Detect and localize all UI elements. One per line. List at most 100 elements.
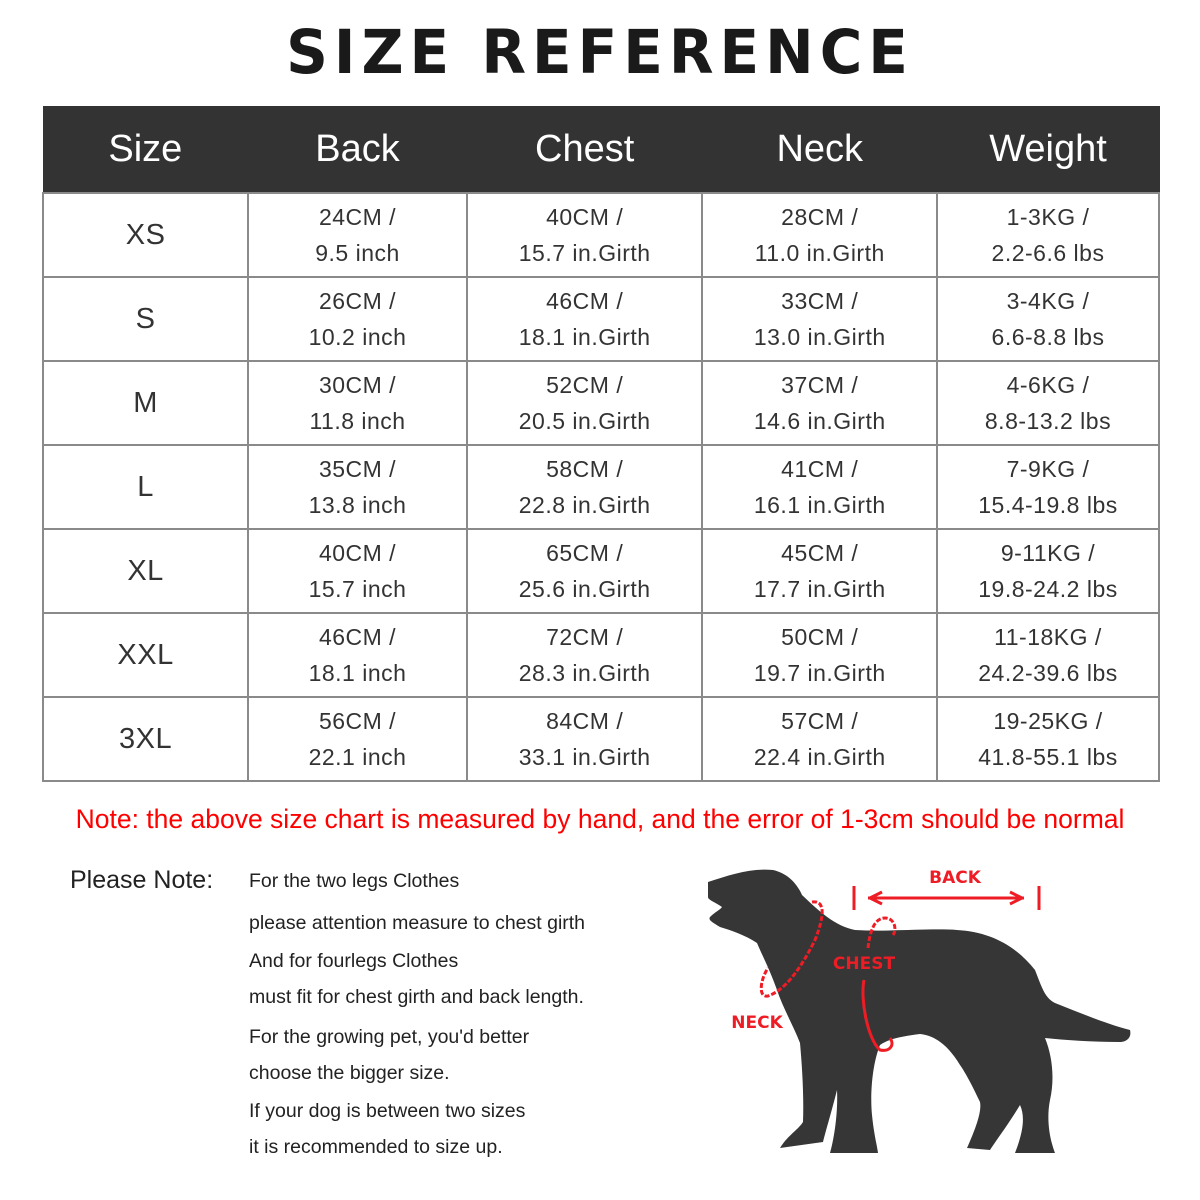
please-note-label: Please Note: [70, 866, 214, 894]
note-line: it is recommended to size up. [249, 1136, 503, 1158]
weight-cell: 19-25KG / 41.8-55.1 lbs [936, 696, 1160, 782]
neck-metric: 57CM / [781, 708, 859, 734]
neck-imperial: 11.0 in.Girth [754, 240, 885, 266]
table-row: L 35CM / 13.8 inch 58CM / 22.8 in.Girth 41CM … [41, 444, 1160, 530]
column-header-weight: Weight [937, 106, 1160, 193]
chest-cell: 72CM / 28.3 in.Girth [465, 612, 704, 698]
weight-cell: 1-3KG / 2.2-6.6 lbs [936, 192, 1160, 278]
weight-imperial: 8.8-13.2 lbs [984, 408, 1112, 434]
weight-cell: 7-9KG / 15.4-19.8 lbs [936, 444, 1160, 530]
chest-cell: 52CM / 20.5 in.Girth [465, 360, 704, 446]
table-row: 3XL 56CM / 22.1 inch 84CM / 33.1 in.Girth 57C… [41, 696, 1160, 782]
table-row: XXL 46CM / 18.1 inch 72CM / 28.3 in.Girth 50C… [41, 612, 1160, 698]
chest-cell: 40CM / 15.7 in.Girth [465, 192, 704, 278]
weight-imperial: 24.2-39.6 lbs [978, 660, 1118, 686]
back-metric: 40CM / [318, 540, 397, 566]
chest-metric: 52CM / [546, 372, 624, 398]
column-header-chest: Chest [466, 106, 703, 193]
neck-metric: 41CM / [781, 456, 859, 482]
neck-metric: 33CM / [781, 288, 859, 314]
neck-cell: 41CM / 16.1 in.Girth [701, 444, 938, 530]
neck-metric: 50CM / [781, 624, 859, 650]
neck-imperial: 17.7 in.Girth [753, 576, 886, 602]
size-table: Size Back Chest Neck Weight XS 24CM / 9.5 inch… [41, 106, 1160, 782]
note-line: And for fourlegs Clothes [249, 950, 459, 972]
size-cell: XL [41, 528, 250, 614]
column-header-back: Back [248, 106, 468, 193]
table-row: M 30CM / 11.8 inch 52CM / 20.5 in.Girth 37CM … [41, 360, 1160, 446]
weight-metric: 19-25KG / [993, 708, 1103, 734]
weight-cell: 3-4KG / 6.6-8.8 lbs [936, 276, 1160, 362]
weight-metric: 4-6KG / [1006, 372, 1090, 398]
table-header: Size Back Chest Neck Weight [43, 106, 1160, 193]
weight-imperial: 15.4-19.8 lbs [978, 492, 1118, 518]
back-imperial: 11.8 inch [309, 408, 406, 434]
size-cell: XXL [41, 612, 250, 698]
chest-imperial: 18.1 in.Girth [518, 324, 651, 350]
chest-metric: 58CM / [546, 456, 624, 482]
back-cell: 56CM / 22.1 inch [247, 696, 468, 782]
neck-imperial: 16.1 in.Girth [753, 492, 886, 518]
note-line: choose the bigger size. [249, 1062, 450, 1084]
size-cell: 3XL [41, 696, 250, 782]
back-metric: 56CM / [318, 708, 397, 734]
neck-cell: 57CM / 22.4 in.Girth [701, 696, 938, 782]
neck-imperial: 14.6 in.Girth [753, 408, 886, 434]
chest-imperial: 20.5 in.Girth [518, 408, 651, 434]
note-line: please attention measure to chest girth [249, 912, 586, 934]
neck-metric: 37CM / [781, 372, 859, 398]
neck-metric: 45CM / [781, 540, 859, 566]
neck-cell: 37CM / 14.6 in.Girth [701, 360, 938, 446]
back-imperial: 10.2 inch [308, 324, 407, 350]
back-imperial: 15.7 inch [308, 576, 407, 602]
back-metric: 35CM / [318, 456, 397, 482]
weight-cell: 11-18KG / 24.2-39.6 lbs [936, 612, 1160, 698]
weight-cell: 4-6KG / 8.8-13.2 lbs [936, 360, 1160, 446]
size-cell: M [41, 360, 250, 446]
measurement-note: Note: the above size chart is measured b… [75, 804, 1125, 834]
back-cell: 46CM / 18.1 inch [247, 612, 468, 698]
neck-cell: 28CM / 11.0 in.Girth [701, 192, 938, 278]
neck-cell: 33CM / 13.0 in.Girth [701, 276, 938, 362]
note-line: For the two legs Clothes [249, 870, 460, 892]
back-metric: 30CM / [318, 372, 397, 398]
back-arrowheads [869, 890, 1023, 906]
chest-imperial: 22.8 in.Girth [518, 492, 651, 518]
weight-metric: 1-3KG / [1006, 204, 1090, 230]
weight-metric: 7-9KG / [1006, 456, 1090, 482]
back-cell: 35CM / 13.8 inch [247, 444, 468, 530]
neck-cell: 50CM / 19.7 in.Girth [701, 612, 938, 698]
note-line: If your dog is between two sizes [249, 1100, 526, 1122]
chest-cell: 84CM / 33.1 in.Girth [465, 696, 704, 782]
table-row: XL 40CM / 15.7 inch 65CM / 25.6 in.Girth 45CM… [41, 528, 1160, 614]
back-metric: 26CM / [318, 288, 397, 314]
back-label: BACK [929, 868, 982, 888]
back-cell: 40CM / 15.7 inch [247, 528, 468, 614]
chest-cell: 46CM / 18.1 in.Girth [465, 276, 704, 362]
chest-cell: 58CM / 22.8 in.Girth [465, 444, 704, 530]
dog-silhouette [708, 869, 1131, 1153]
chest-imperial: 33.1 in.Girth [518, 744, 651, 770]
chest-imperial: 28.3 in.Girth [518, 660, 651, 686]
column-header-size: Size [43, 106, 249, 193]
weight-imperial: 19.8-24.2 lbs [978, 576, 1118, 602]
size-cell: S [41, 276, 250, 362]
chest-metric: 72CM / [546, 624, 624, 650]
chest-metric: 84CM / [546, 708, 624, 734]
back-imperial: 9.5 inch [315, 240, 400, 266]
weight-metric: 9-11KG / [1000, 540, 1096, 566]
chest-label: CHEST [833, 954, 896, 974]
page-title: SIZE REFERENCE [286, 16, 914, 88]
neck-imperial: 19.7 in.Girth [753, 660, 886, 686]
chest-metric: 65CM / [546, 540, 624, 566]
chest-loop-bottom [861, 979, 894, 1052]
weight-imperial: 2.2-6.6 lbs [991, 240, 1105, 266]
back-metric: 24CM / [318, 204, 397, 230]
neck-label: NECK [731, 1013, 783, 1033]
back-imperial: 18.1 inch [308, 660, 407, 686]
chest-imperial: 25.6 in.Girth [518, 576, 651, 602]
neck-metric: 28CM / [781, 204, 859, 230]
table-row: S 26CM / 10.2 inch 46CM / 18.1 in.Girth 33CM … [41, 276, 1160, 362]
back-imperial: 22.1 inch [308, 744, 407, 770]
